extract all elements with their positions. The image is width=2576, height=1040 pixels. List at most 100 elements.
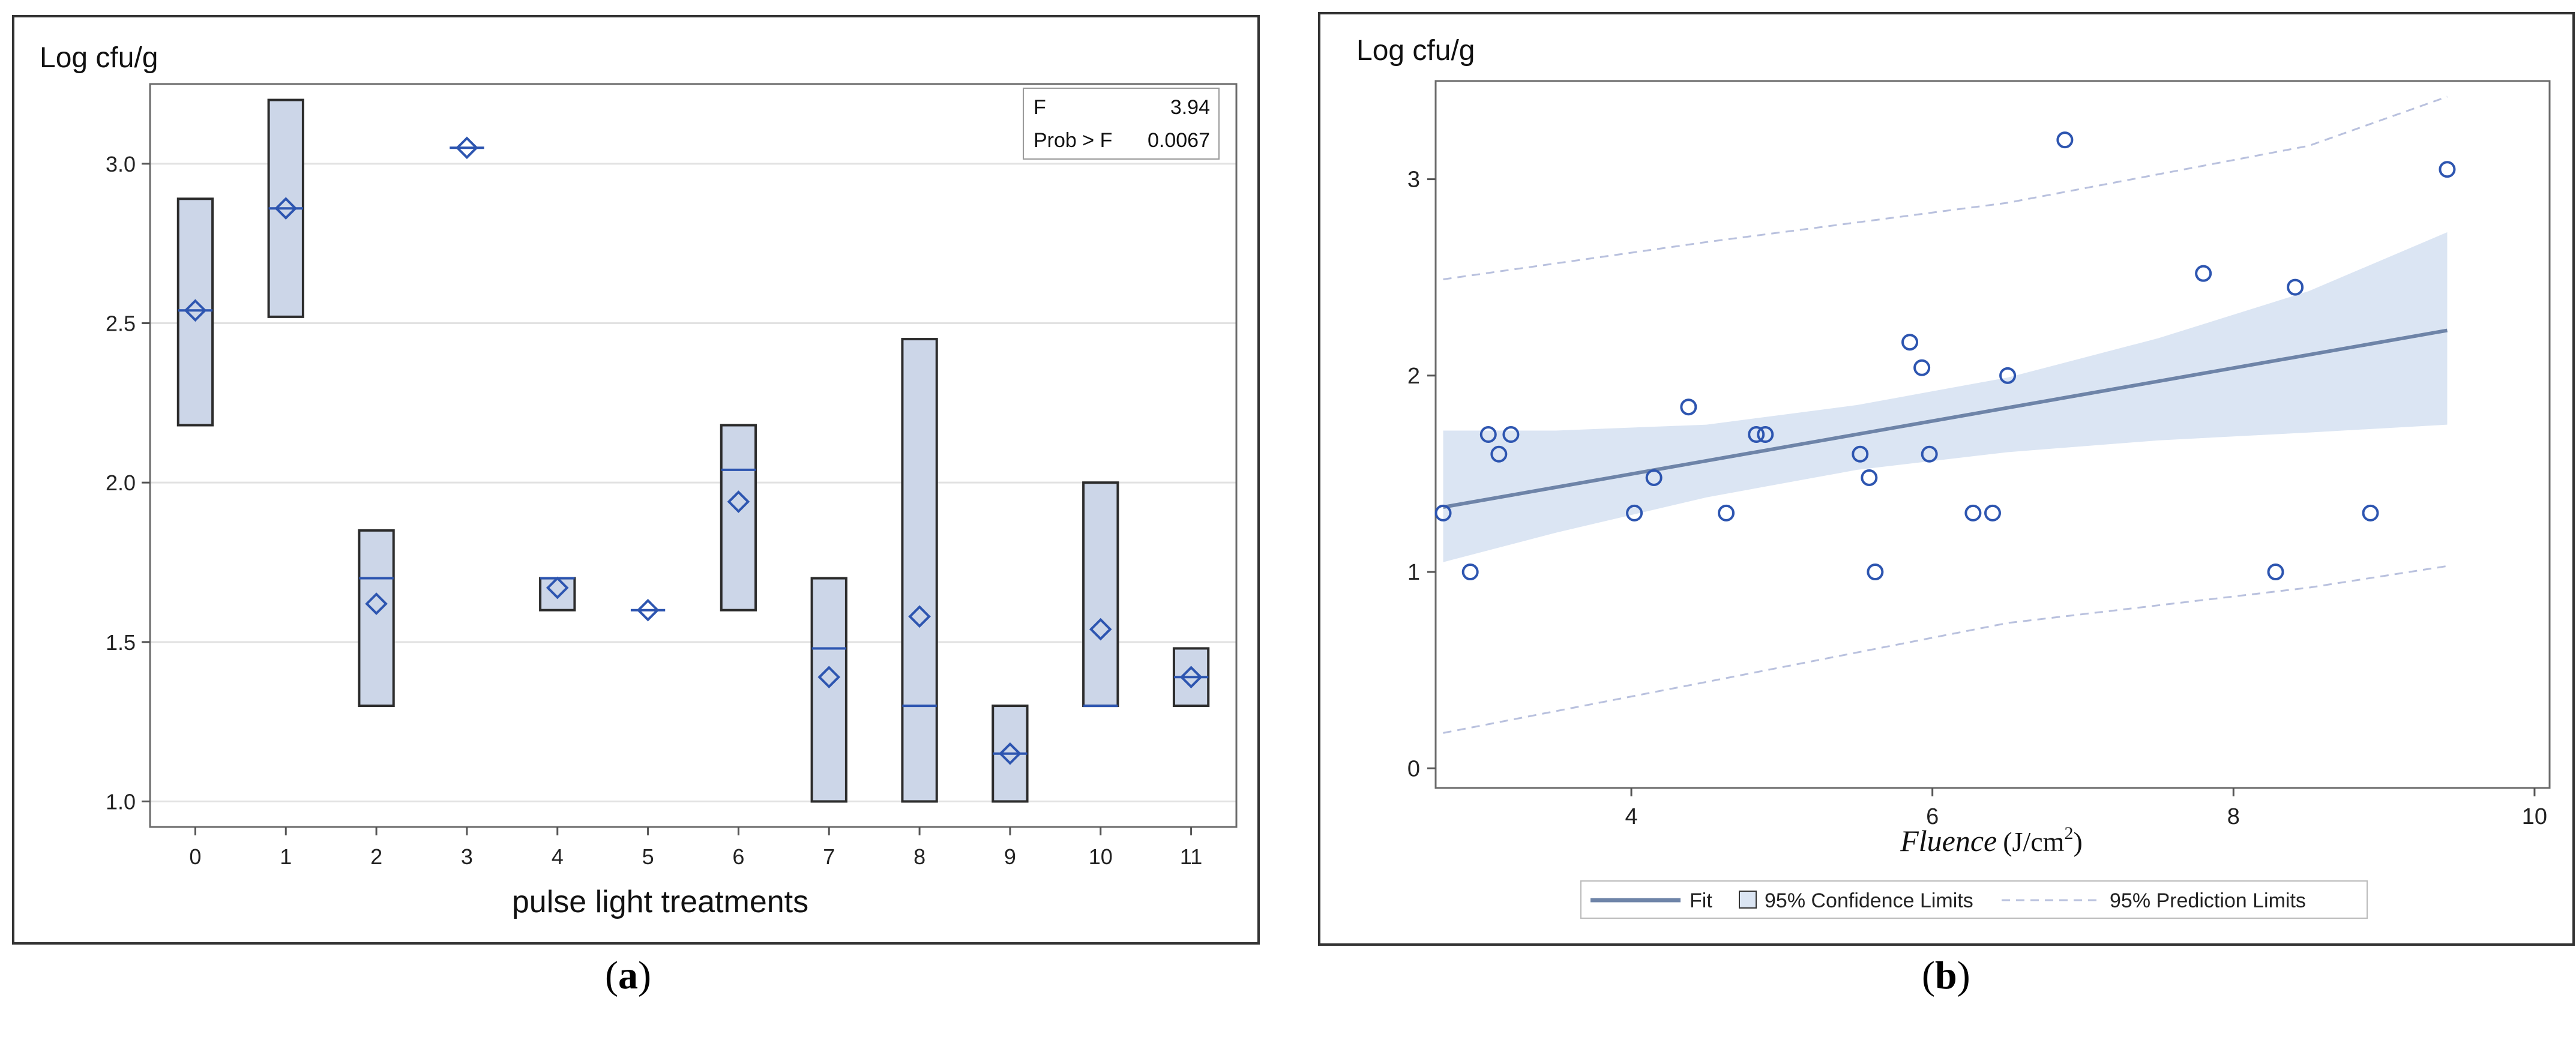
box-mean-marker (1179, 666, 1203, 689)
box-mean-marker (365, 592, 388, 615)
chart-b-x-tick-label: 8 (2227, 804, 2240, 829)
chart-a-x-tick-label: 10 (1089, 844, 1113, 869)
p-stat-label: Prob > F (1034, 129, 1112, 152)
chart-a-plot-area (149, 83, 1238, 828)
box-range (539, 577, 576, 612)
box-treatment-4 (539, 576, 576, 612)
chart-a-boxes (176, 98, 1210, 803)
chart-b-x-tick-label: 6 (1926, 804, 1939, 829)
chart-b-points (1434, 131, 2456, 581)
box-mean-marker (274, 197, 298, 220)
chart-a-x-tick-label: 2 (370, 844, 382, 869)
box-range (810, 577, 847, 803)
panel-a-open-paren: ( (605, 954, 618, 997)
box-mean-marker (727, 490, 750, 513)
data-point (1984, 504, 2001, 522)
data-point (2267, 564, 2284, 581)
box-range (176, 197, 214, 427)
data-point (1680, 398, 1697, 416)
chart-b-x-tick-label: 10 (2522, 804, 2547, 829)
data-point (1479, 426, 1497, 443)
chart-a-x-tick-label: 5 (642, 844, 654, 869)
data-point (1921, 445, 1938, 463)
chart-b-x-ticks: 4 6 8 10 (1625, 788, 2547, 829)
fluence-label: Fluence (1900, 824, 1997, 858)
chart-a-y-ticks: 1.0 1.5 2.0 2.5 3.0 (106, 152, 150, 814)
box-treatment-1 (267, 98, 304, 318)
chart-b-plot-area (1434, 80, 2551, 789)
data-point (1490, 445, 1508, 463)
box-treatment-2 (358, 529, 395, 708)
chart-a-y-tick-label: 2.5 (106, 311, 136, 335)
box-treatment-0 (176, 197, 214, 427)
panel-label-a: (a) (605, 953, 651, 999)
chart-b-prediction-limits (1443, 95, 2448, 734)
chart-b-fit-line (1443, 328, 2448, 509)
box-range (358, 529, 395, 708)
chart-b-legend: Fit 95% Confidence Limits 95% Prediction… (1580, 880, 2368, 919)
box-mean-marker (908, 605, 931, 628)
p-stat-value: 0.0067 (1148, 129, 1210, 152)
chart-a-y-tick-label: 2.0 (106, 470, 136, 495)
chart-a-x-tick-label: 4 (552, 844, 564, 869)
chart-b-y-axis-title: Log cfu/g (1356, 35, 1475, 67)
box-mean-marker (999, 742, 1022, 765)
panel-a-letter: a (618, 954, 638, 997)
panel-b-letter: b (1934, 954, 1957, 997)
box-treatment-11 (1172, 647, 1210, 708)
chart-a-stats-box: F 3.94 Prob > F 0.0067 (1023, 88, 1220, 160)
chart-a-gridlines (150, 163, 1236, 802)
chart-b-y-tick-label: 1 (1407, 560, 1420, 585)
chart-a-x-tick-label: 6 (732, 844, 744, 869)
box-mean-marker (1089, 618, 1112, 641)
data-point (2195, 265, 2212, 282)
legend-prediction-label: 95% Prediction Limits (2110, 889, 2306, 912)
panel-a-close-paren: ) (637, 954, 651, 997)
chart-a-box-plot: Log cfu/g 1.0 1.5 2.0 2.5 3.0 0 1 2 3 4 5 6 7 8 9 10 11… (12, 15, 1260, 945)
data-point (1852, 445, 1869, 463)
box-mean-marker (184, 299, 207, 322)
data-point (1718, 504, 1735, 522)
data-point (1964, 504, 1982, 522)
chart-b-y-tick-label: 3 (1407, 167, 1420, 193)
chart-a-y-tick-label: 3.0 (106, 152, 136, 176)
chart-a-outer-frame (12, 15, 1260, 945)
data-point (1999, 367, 2017, 384)
panel-label-b: (b) (1922, 953, 1970, 999)
chart-a-x-tick-label: 8 (913, 844, 925, 869)
box-mean-marker (456, 136, 478, 160)
data-point (1626, 504, 1643, 522)
box-range (720, 424, 757, 612)
legend-confidence-swatch (1739, 891, 1757, 909)
data-point (1461, 564, 1479, 581)
data-point (1901, 334, 1919, 351)
box-mean-marker (546, 576, 569, 600)
chart-a-x-tick-label: 3 (461, 844, 473, 869)
box-treatment-3 (450, 136, 484, 160)
chart-a-y-axis-title: Log cfu/g (40, 42, 158, 74)
chart-a-y-tick-label: 1.5 (106, 630, 136, 655)
data-point (2362, 504, 2379, 522)
chart-a-x-ticks: 0 1 2 3 4 5 6 7 8 9 10 11 (189, 827, 1202, 869)
box-treatment-7 (810, 577, 847, 803)
prediction-limit-lower (1443, 565, 2448, 734)
data-point (1434, 504, 1452, 522)
legend-confidence-label: 95% Confidence Limits (1765, 889, 1973, 912)
chart-a-x-tick-label: 0 (189, 844, 201, 869)
f-stat-value: 3.94 (1170, 96, 1210, 119)
chart-b-confidence-band (1443, 232, 2448, 562)
chart-b-x-tick-label: 4 (1625, 804, 1637, 829)
f-stat-label: F (1034, 96, 1046, 119)
chart-b-y-tick-label: 2 (1407, 364, 1420, 389)
panel-b-close-paren: ) (1957, 954, 1970, 997)
data-point (2439, 161, 2456, 178)
fluence-unit-close: ) (2073, 826, 2082, 857)
data-point (1757, 426, 1774, 443)
data-point (1913, 359, 1931, 376)
box-treatment-5 (630, 598, 666, 622)
data-point (1867, 564, 1884, 581)
box-treatment-6 (720, 424, 757, 612)
chart-a-x-tick-label: 11 (1180, 844, 1202, 869)
box-range (901, 338, 938, 803)
